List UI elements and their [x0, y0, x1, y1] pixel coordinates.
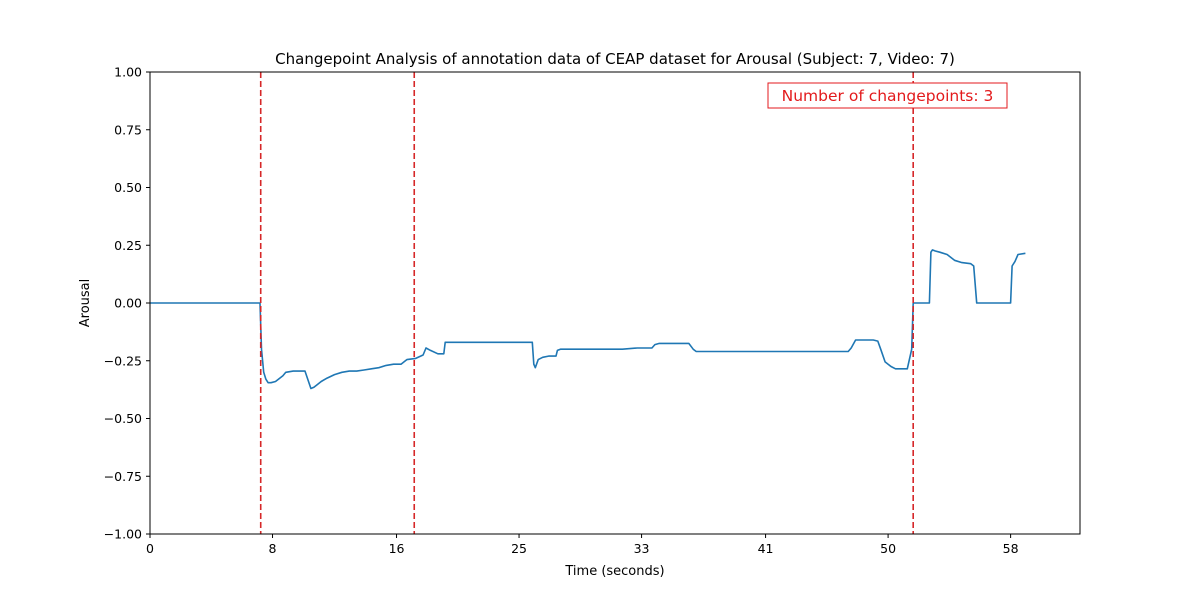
y-tick-label: −1.00 — [104, 527, 142, 542]
y-tick-label: −0.50 — [104, 411, 142, 426]
x-tick-label: 8 — [269, 541, 277, 556]
annotation-text: Number of changepoints: 3 — [782, 87, 994, 105]
plot-area — [150, 72, 1026, 534]
x-axis-ticks: 0 8 16 25 33 41 50 58 — [146, 534, 1019, 556]
x-tick-label: 58 — [1003, 541, 1019, 556]
y-tick-label: 1.00 — [114, 65, 142, 80]
y-tick-label: 0.25 — [114, 238, 142, 253]
x-tick-label: 25 — [511, 541, 527, 556]
x-tick-label: 16 — [389, 541, 405, 556]
y-tick-label: 0.50 — [114, 180, 142, 195]
y-tick-label: 0.75 — [114, 122, 142, 137]
y-tick-label: 0.00 — [114, 296, 142, 311]
x-tick-label: 33 — [634, 541, 650, 556]
changepoint-count-annotation: Number of changepoints: 3 — [767, 82, 1008, 109]
y-axis-label: Arousal — [78, 279, 93, 328]
x-tick-label: 0 — [146, 541, 154, 556]
chart-title: Changepoint Analysis of annotation data … — [275, 50, 955, 68]
annotation-box — [767, 82, 1008, 109]
y-axis-ticks: −1.00 −0.75 −0.50 −0.25 0.00 0.25 0.50 0.75 1.00 — [104, 65, 150, 542]
x-tick-label: 41 — [758, 541, 774, 556]
arousal-series-line — [150, 249, 1026, 390]
y-tick-label: −0.25 — [104, 353, 142, 368]
plot-frame — [149, 71, 1081, 535]
y-tick-label: −0.75 — [104, 469, 142, 484]
x-tick-label: 50 — [880, 541, 896, 556]
x-axis-label: Time (seconds) — [564, 564, 664, 579]
